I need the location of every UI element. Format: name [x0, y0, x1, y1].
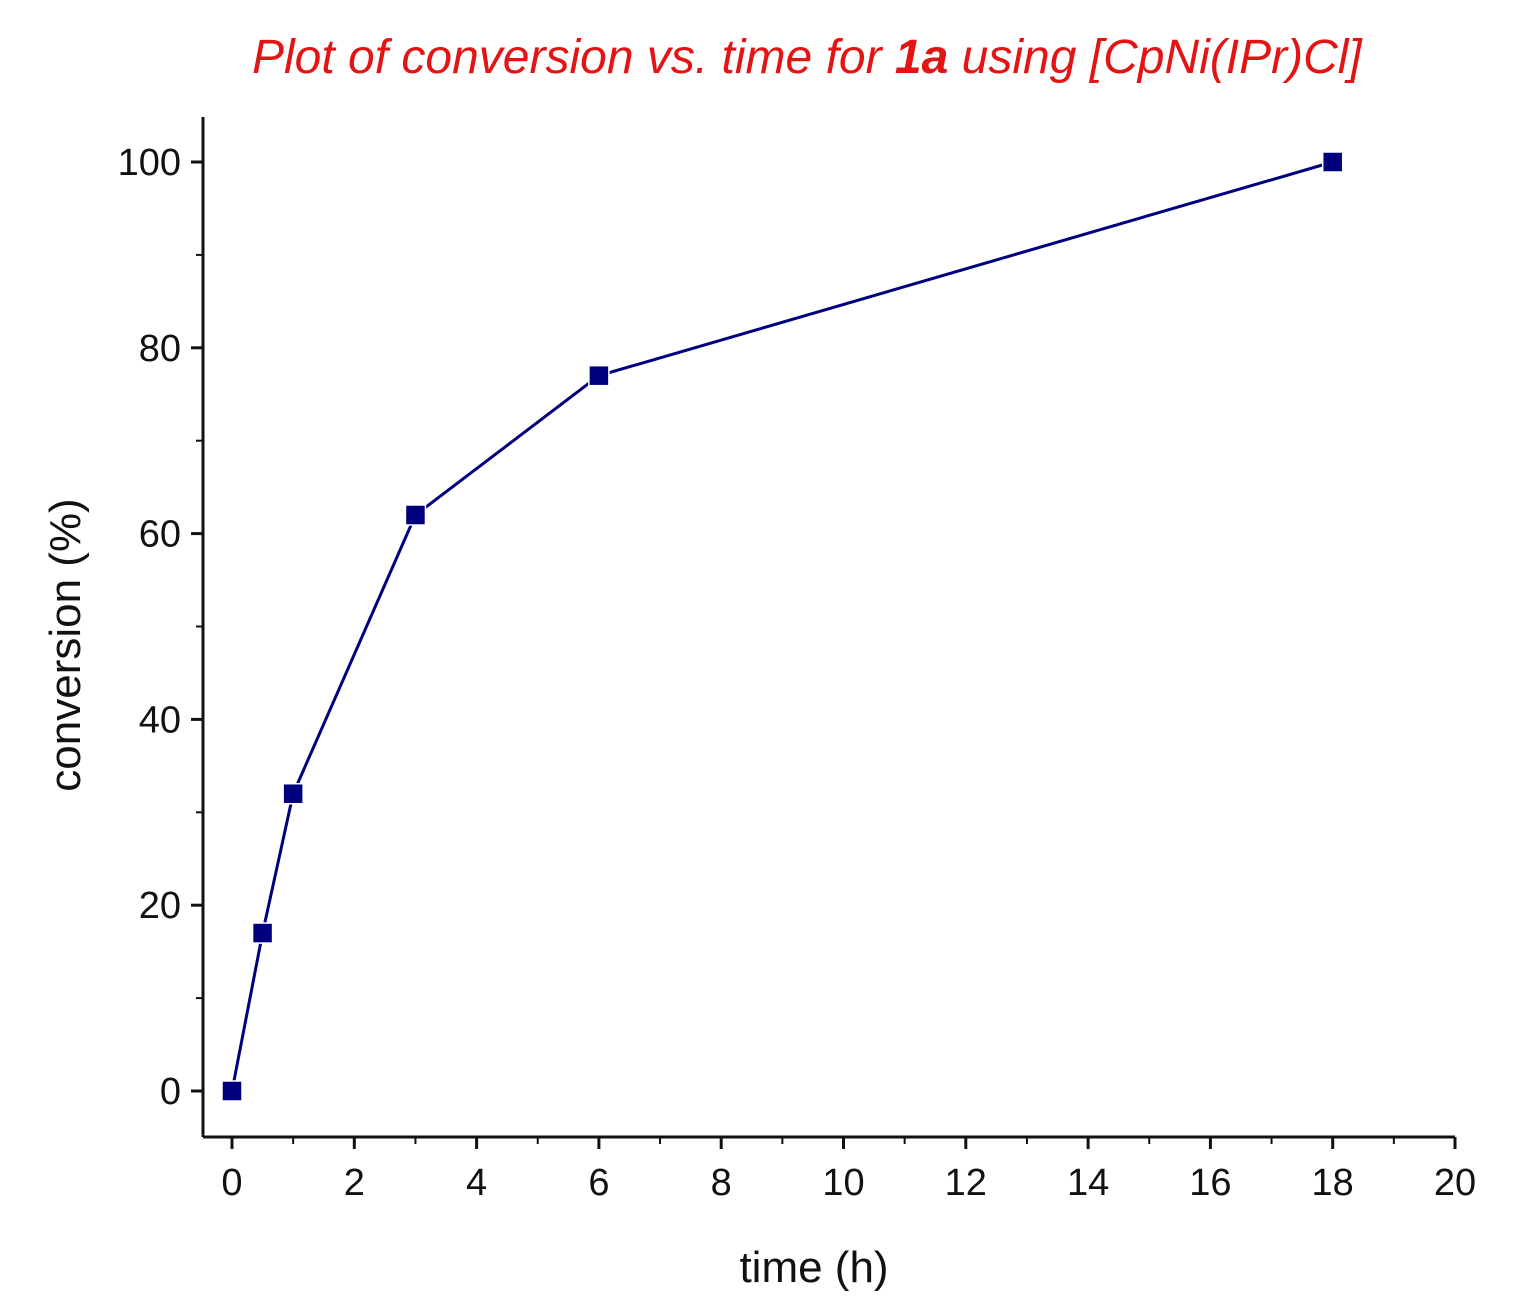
data-point: [1321, 151, 1344, 173]
series-markers: [221, 151, 1344, 1102]
x-tick-label: 20: [1434, 1162, 1476, 1204]
x-tick-label: 16: [1189, 1162, 1231, 1204]
data-point: [221, 1080, 243, 1102]
compound-label: 1a: [894, 31, 949, 84]
y-tick-label: 20: [139, 885, 181, 927]
ticks: 0 2 4 6 8 10 12 14 16 18 20 0 20 40 60 80 100: [118, 142, 1477, 1204]
y-tick-label: 80: [139, 328, 181, 370]
y-tick-label: 100: [118, 142, 181, 184]
chart-title: Plot of conversion vs. time for 1a using…: [252, 31, 1362, 84]
x-tick-label: 14: [1067, 1162, 1109, 1204]
x-tick-label: 12: [945, 1162, 987, 1204]
series-line: [230, 160, 1334, 1092]
data-point: [588, 364, 610, 387]
x-tick-label: 0: [221, 1162, 242, 1204]
y-axis-label: conversion (%): [41, 498, 90, 791]
y-tick-label: 60: [139, 514, 181, 556]
y-tick-label: 0: [160, 1071, 181, 1113]
data-point: [251, 922, 274, 944]
y-tick-label: 40: [139, 699, 181, 741]
x-tick-label: 10: [822, 1162, 864, 1204]
axes: [201, 117, 1455, 1139]
x-tick-label: 18: [1312, 1162, 1354, 1204]
data-point: [404, 504, 427, 526]
data-point: [282, 782, 304, 805]
x-tick-label: 8: [711, 1162, 732, 1204]
x-axis-label: time (h): [739, 1243, 888, 1292]
x-tick-label: 6: [588, 1162, 609, 1204]
x-tick-label: 2: [344, 1162, 365, 1204]
x-tick-label: 4: [466, 1162, 487, 1204]
